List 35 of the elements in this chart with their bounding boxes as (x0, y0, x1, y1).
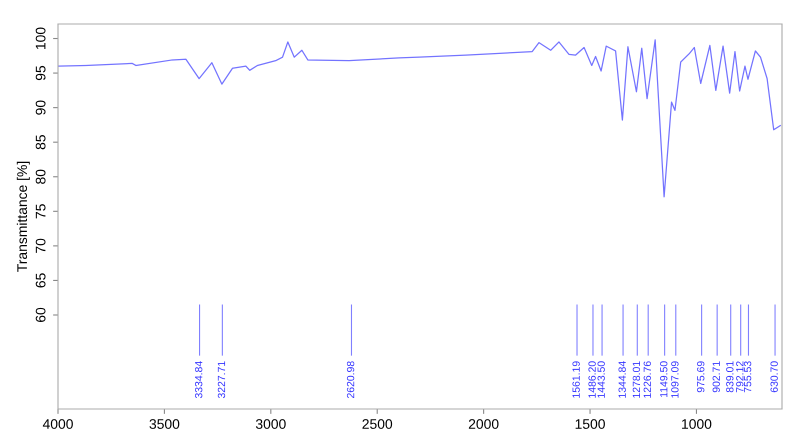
y-tick-label: 70 (36, 238, 46, 253)
annotation: 3227.71 (218, 361, 226, 398)
annotation: 839.01 (726, 361, 734, 392)
x-tick-label: 4000 (42, 419, 73, 429)
annotation: 1278.01 (632, 361, 640, 398)
x-tick-label: 1500 (576, 419, 605, 429)
annotation: 755.53 (744, 361, 752, 392)
annotation: 1226.76 (644, 361, 651, 398)
annotation: 792.12 (736, 361, 744, 392)
annotation: 1443.50 (597, 361, 605, 398)
annotation: 3334.84 (194, 361, 202, 398)
annotation: 902.71 (712, 361, 720, 392)
line-series (58, 39, 781, 198)
annotation: 630.70 (770, 361, 778, 392)
y-tick-label: 75 (36, 204, 46, 218)
x-tick-label: 3500 (149, 419, 180, 429)
annotation: 1486.20 (588, 361, 596, 398)
y-tick-label: 100 (36, 27, 46, 50)
y-tick-label: 95 (36, 66, 46, 80)
y-axis-title: Transmittance [%] (16, 162, 30, 272)
y-tick-label: 90 (36, 100, 46, 115)
y-tick-label: 80 (36, 170, 46, 184)
y-tick-label: 85 (36, 135, 46, 150)
x-tick-label: 3000 (256, 419, 286, 429)
x-tick-label: 1000 (682, 419, 712, 429)
annotation: 975.69 (697, 361, 704, 392)
annotation: 2620.98 (346, 361, 354, 398)
annotation: 1149.50 (660, 361, 668, 397)
x-tick-label: 2500 (362, 419, 392, 429)
annotation: 1561.19 (572, 361, 580, 398)
x-tick-label: 2000 (468, 419, 499, 429)
annotation: 1344.84 (618, 361, 626, 398)
y-tick-label: 65 (36, 273, 46, 288)
annotation: 1097.09 (671, 361, 679, 398)
y-tick-label: 60 (36, 308, 46, 322)
